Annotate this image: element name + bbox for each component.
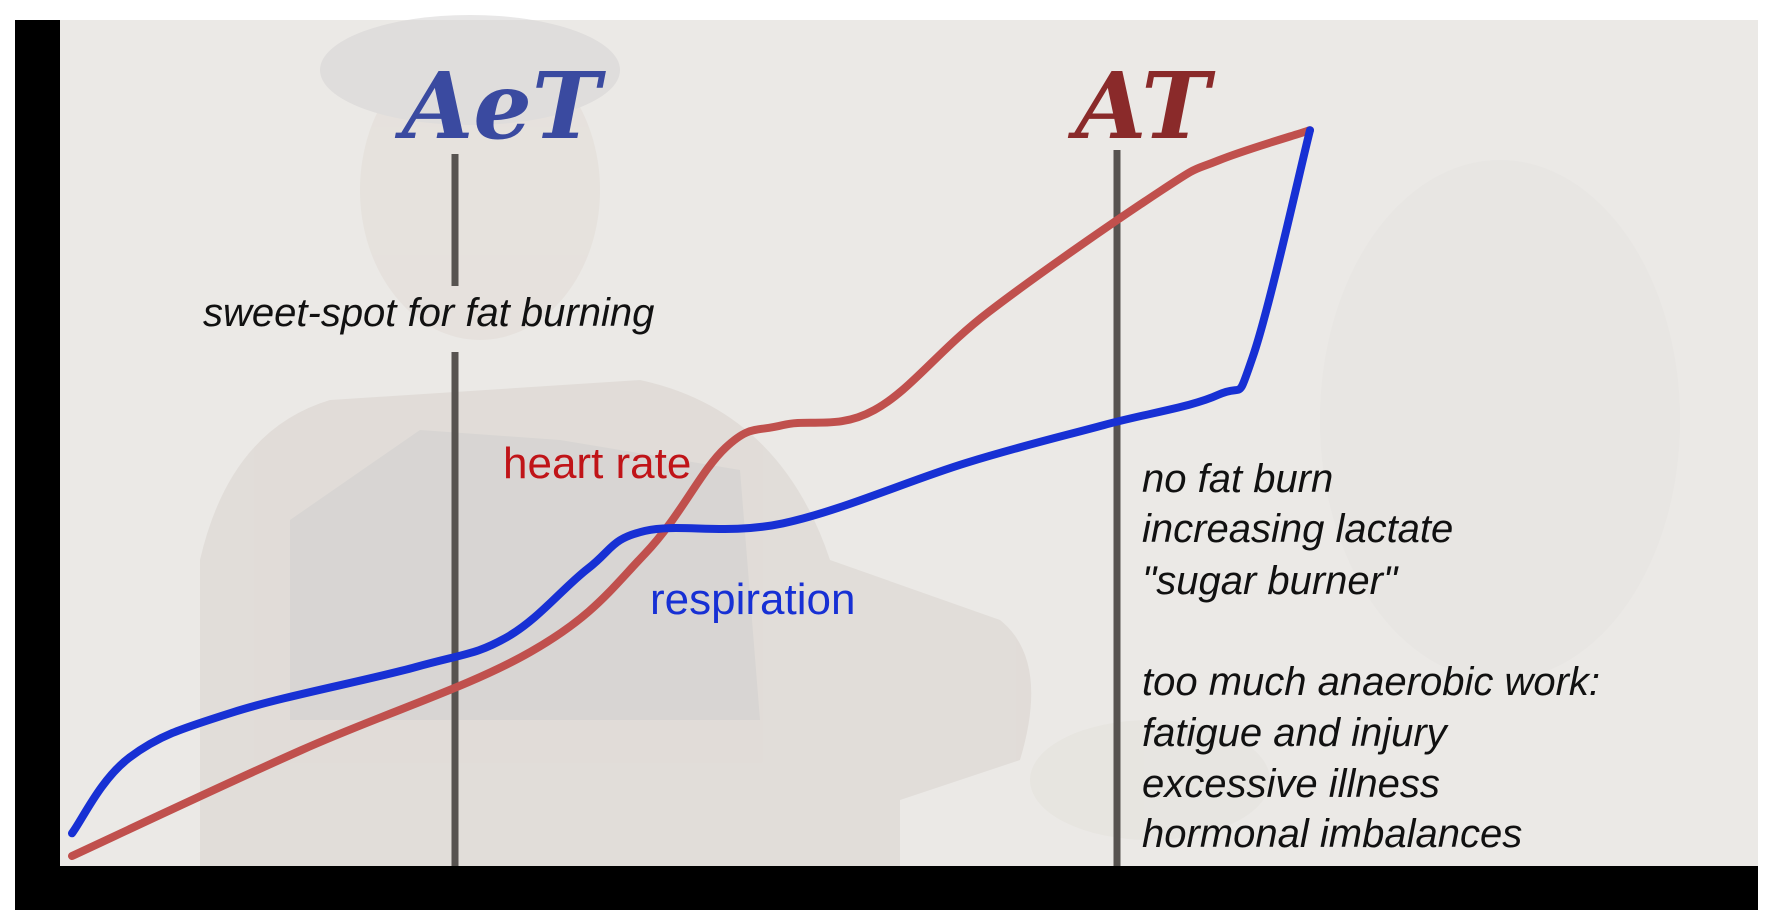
respiration-line <box>68 126 1314 838</box>
heart-rate-line <box>68 126 1314 860</box>
annotation-hormonal-imbalances: hormonal imbalances <box>1142 812 1522 856</box>
heart-rate-label: heart rate <box>503 439 691 488</box>
frame-left-bar <box>15 20 60 910</box>
background-runner-silhouette <box>200 15 1680 866</box>
annotation-increasing-lactate: increasing lactate <box>1142 507 1453 551</box>
annotation-no-fat-burn: no fat burn <box>1142 457 1333 501</box>
annotation-sugar-burner: "sugar burner" <box>1142 559 1399 603</box>
annotation-fatigue-injury: fatigue and injury <box>1142 711 1450 755</box>
at-marker-label: AT <box>1067 52 1216 160</box>
sweet-spot-annotation: sweet-spot for fat burning <box>203 291 654 335</box>
respiration-label: respiration <box>650 575 855 624</box>
aet-marker-label: AeT <box>394 52 607 160</box>
annotation-too-much-anaerobic: too much anaerobic work: <box>1142 660 1600 704</box>
frame-bottom-bar <box>15 866 1758 910</box>
annotation-excessive-illness: excessive illness <box>1142 762 1440 806</box>
